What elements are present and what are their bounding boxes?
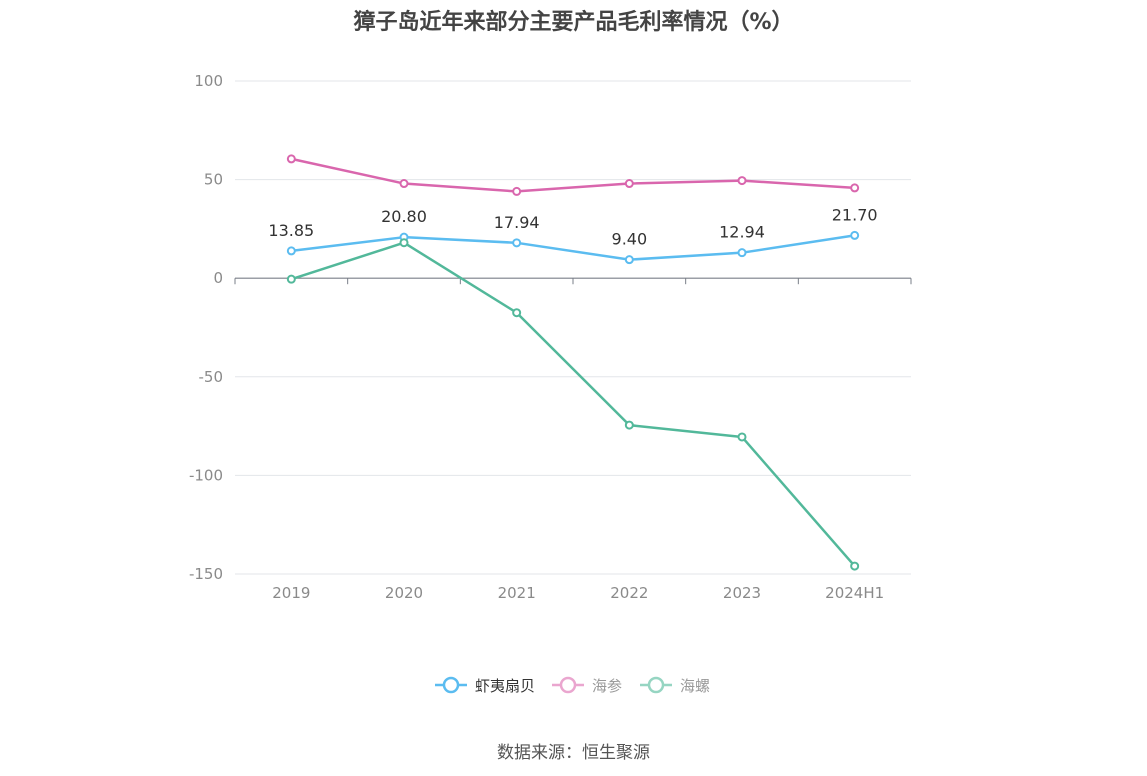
series-line-2 — [290, 241, 856, 567]
y-tick-label: 0 — [213, 269, 223, 287]
series-line-0 — [291, 234, 855, 261]
data-label: 21.70 — [832, 205, 878, 224]
legend-label: 海螺 — [680, 677, 710, 695]
data-point[interactable] — [624, 179, 634, 189]
data-point[interactable] — [286, 274, 296, 284]
y-tick-label: -100 — [189, 466, 223, 484]
legend-item-2[interactable]: 海螺 — [640, 676, 710, 695]
legend-item-1[interactable]: 海参 — [552, 676, 622, 695]
data-point[interactable] — [512, 238, 522, 248]
data-label: 13.85 — [268, 221, 314, 240]
data-label: 9.40 — [612, 230, 648, 249]
data-point[interactable] — [399, 179, 409, 189]
x-tick-label: 2021 — [498, 584, 536, 602]
data-label: 12.94 — [719, 223, 765, 242]
x-tick-label: 2024H1 — [825, 584, 884, 602]
data-point[interactable] — [512, 186, 522, 196]
data-label: 17.94 — [494, 213, 540, 232]
x-tick-label: 2023 — [723, 584, 761, 602]
legend-marker — [647, 676, 665, 694]
legend-marker — [442, 676, 460, 694]
data-point[interactable] — [624, 255, 634, 265]
legend-marker — [559, 676, 577, 694]
data-point[interactable] — [737, 432, 747, 442]
x-tick-label: 2022 — [610, 584, 648, 602]
chart-title: 獐子岛近年来部分主要产品毛利率情况（%） — [353, 10, 794, 35]
data-point[interactable] — [399, 238, 409, 248]
legend-label: 海参 — [592, 677, 622, 695]
legend-label: 虾夷扇贝 — [475, 677, 535, 695]
y-tick-label: 100 — [194, 72, 223, 90]
data-point[interactable] — [850, 561, 860, 571]
data-point[interactable] — [286, 246, 296, 256]
data-source: 数据来源：恒生聚源 — [497, 743, 650, 763]
data-point[interactable] — [512, 308, 522, 318]
data-point[interactable] — [850, 230, 860, 240]
y-tick-label: -50 — [199, 368, 224, 386]
data-point[interactable] — [286, 154, 296, 164]
data-point[interactable] — [737, 176, 747, 186]
x-tick-label: 2020 — [385, 584, 423, 602]
y-tick-label: 50 — [204, 171, 223, 189]
legend-item-0[interactable]: 虾夷扇贝 — [435, 676, 535, 695]
data-label: 20.80 — [381, 207, 427, 226]
x-tick-label: 2019 — [272, 584, 310, 602]
data-point[interactable] — [850, 183, 860, 193]
series-line-1 — [291, 157, 855, 193]
data-point[interactable] — [737, 248, 747, 258]
data-point[interactable] — [624, 420, 634, 430]
y-tick-label: -150 — [189, 565, 223, 583]
